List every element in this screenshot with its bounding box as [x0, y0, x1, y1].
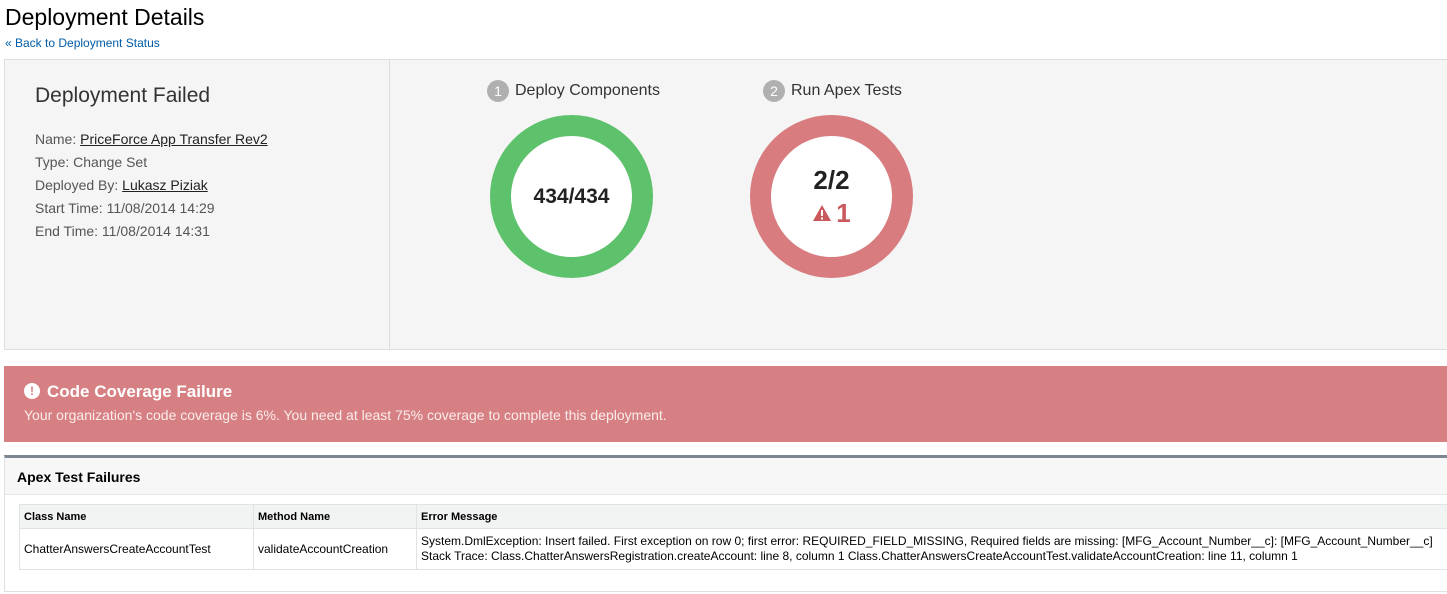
- info-type-row: Type: Change Set: [35, 154, 147, 170]
- deployed-by-label: Deployed By:: [35, 177, 119, 193]
- deployment-summary-panel: Deployment Failed Name: PriceForce App T…: [4, 59, 1447, 350]
- table-header-row: Class Name Method Name Error Message: [19, 504, 1447, 529]
- type-value: Change Set: [73, 154, 148, 170]
- error-message: Your organization's code coverage is 6%.…: [24, 407, 667, 423]
- page-title: Deployment Details: [5, 4, 205, 30]
- name-label: Name:: [35, 131, 77, 147]
- warning-icon: [813, 205, 832, 221]
- error-title: Code Coverage Failure: [47, 382, 233, 401]
- start-time-label: Start Time:: [35, 200, 103, 216]
- apex-tests-failures: 1: [812, 197, 851, 229]
- deployed-by-user-link[interactable]: Lukasz Piziak: [122, 177, 208, 193]
- end-time-label: End Time:: [35, 223, 99, 239]
- table-row: ChatterAnswersCreateAccountTest validate…: [19, 528, 1447, 570]
- type-label: Type:: [35, 154, 70, 170]
- info-name-row: Name: PriceForce App Transfer Rev2: [35, 131, 268, 147]
- step-number-badge: 1: [487, 80, 509, 102]
- exclamation-icon: !: [24, 383, 40, 399]
- start-time-value: 11/08/2014 14:29: [106, 200, 215, 216]
- step-number-badge: 2: [763, 80, 785, 102]
- apex-test-failures-panel: Apex Test Failures Class Name Method Nam…: [4, 455, 1447, 592]
- deploy-components-progress-ring: 434/434: [490, 115, 653, 278]
- method-name-cell: validateAccountCreation: [253, 528, 417, 570]
- failures-header: Apex Test Failures: [5, 458, 1447, 495]
- info-deployed-by-row: Deployed By: Lukasz Piziak: [35, 177, 208, 193]
- apex-test-failures-table: Class Name Method Name Error Message Cha…: [19, 504, 1447, 570]
- deploy-components-count: 434/434: [533, 184, 610, 208]
- back-to-deployment-status-link[interactable]: « Back to Deployment Status: [5, 36, 160, 50]
- failures-title: Apex Test Failures: [17, 469, 141, 485]
- info-start-time-row: Start Time: 11/08/2014 14:29: [35, 200, 215, 216]
- step-label: Run Apex Tests: [791, 82, 902, 99]
- step-label: Deploy Components: [515, 82, 660, 99]
- column-header-class-name[interactable]: Class Name: [19, 504, 254, 529]
- deployment-name-link[interactable]: PriceForce App Transfer Rev2: [80, 131, 268, 147]
- end-time-value: 11/08/2014 14:31: [101, 223, 210, 239]
- column-header-error-message[interactable]: Error Message: [416, 504, 1447, 529]
- apex-tests-count: 2/2: [813, 164, 850, 195]
- apex-tests-progress-ring: 2/2 1: [750, 115, 913, 278]
- apex-tests-failure-count: 1: [836, 197, 851, 228]
- step-header: 1 Deploy Components: [487, 80, 660, 102]
- stack-trace-line: Stack Trace: Class.ChatterAnswersRegistr…: [421, 549, 1298, 563]
- class-name-cell: ChatterAnswersCreateAccountTest: [19, 528, 254, 570]
- info-end-time-row: End Time: 11/08/2014 14:31: [35, 223, 210, 239]
- deployment-status-title: Deployment Failed: [35, 84, 211, 107]
- deployment-info: Deployment Failed Name: PriceForce App T…: [5, 60, 390, 349]
- error-message-cell: System.DmlException: Insert failed. Firs…: [416, 528, 1447, 570]
- code-coverage-error-banner: ! Code Coverage Failure Your organizatio…: [4, 366, 1447, 442]
- step-header: 2 Run Apex Tests: [763, 80, 902, 102]
- column-header-method-name[interactable]: Method Name: [253, 504, 417, 529]
- error-message-line: System.DmlException: Insert failed. Firs…: [421, 534, 1433, 548]
